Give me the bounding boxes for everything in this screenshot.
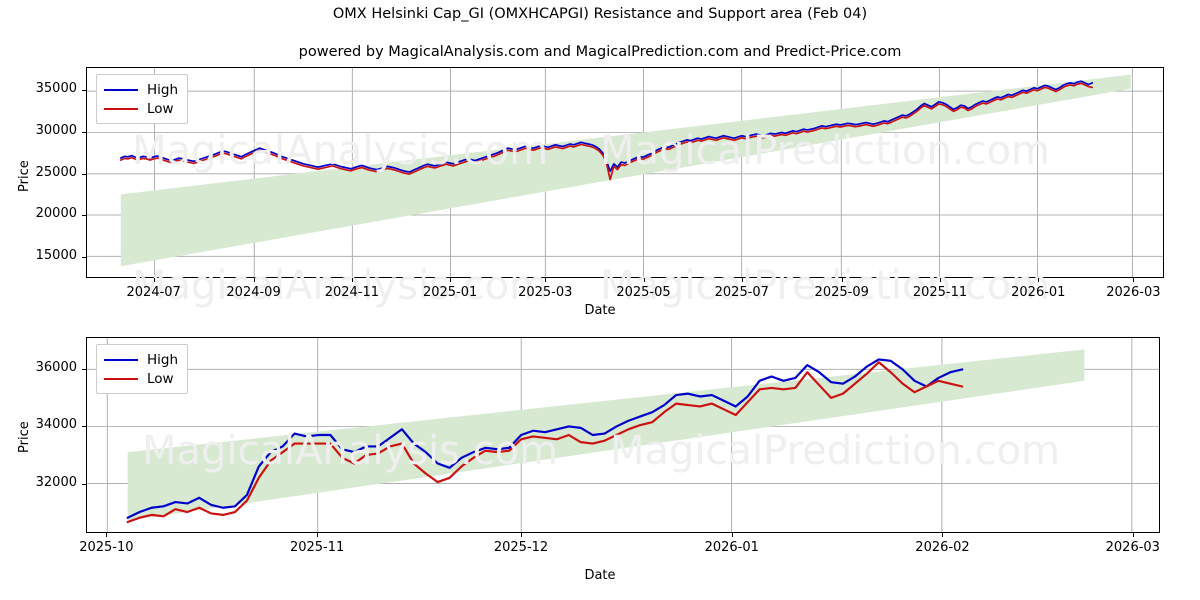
legend-swatch-high-icon	[104, 358, 138, 361]
x-tick-label: 2026-01	[1011, 285, 1066, 300]
y-tick-label: 36000	[35, 359, 77, 375]
x-tick-mark	[450, 278, 452, 282]
y-tick-label: 20000	[35, 206, 77, 222]
x-tick-label: 2026-02	[915, 540, 970, 555]
x-axis-label-detail: Date	[584, 568, 616, 583]
x-tick-mark	[1133, 278, 1135, 282]
overview-plot	[87, 68, 1163, 277]
x-tick-label: 2025-03	[518, 285, 573, 300]
page-title: OMX Helsinki Cap_GI (OMXHCAPGI) Resistan…	[332, 6, 868, 22]
x-tick-label: 2026-03	[1105, 540, 1160, 555]
page-subtitle: powered by MagicalAnalysis.com and Magic…	[298, 44, 902, 60]
y-tick-mark	[82, 257, 86, 259]
x-tick-mark	[643, 278, 645, 282]
legend-label-high: High	[147, 81, 179, 98]
legend-swatch-low-icon	[104, 377, 138, 380]
legend-label-low: Low	[147, 370, 174, 387]
detail-plot	[87, 338, 1159, 532]
x-tick-mark	[106, 533, 108, 537]
support-resistance-band	[127, 349, 1085, 521]
x-tick-mark	[1132, 533, 1134, 537]
x-tick-label: 2024-07	[126, 285, 181, 300]
legend-item-high: High	[104, 350, 178, 369]
x-tick-label: 2025-01	[422, 285, 478, 300]
y-tick-label: 34000	[35, 417, 77, 433]
x-tick-label: 2026-03	[1106, 285, 1161, 300]
y-tick-mark	[82, 368, 86, 370]
y-tick-label: 32000	[35, 475, 77, 490]
legend-overview: High Low	[96, 74, 189, 124]
x-tick-mark	[1038, 278, 1040, 282]
x-tick-mark	[521, 533, 523, 537]
series-line-low	[126, 361, 964, 524]
y-tick-mark	[82, 484, 86, 485]
x-tick-mark	[731, 533, 733, 537]
legend-detail: High Low	[96, 344, 189, 394]
x-tick-label: 2025-12	[493, 540, 549, 555]
legend-label-low: Low	[147, 100, 174, 117]
x-tick-label: 2025-07	[714, 285, 769, 300]
series-line-low	[119, 82, 1094, 181]
x-tick-label: 2024-11	[324, 285, 380, 300]
x-tick-label: 2026-01	[704, 540, 759, 555]
legend-item-high: High	[104, 80, 178, 99]
x-axis-label-overview: Date	[584, 303, 616, 318]
x-tick-label: 2025-10	[79, 540, 134, 555]
y-tick-mark	[82, 426, 86, 428]
chart-panel-overview	[86, 67, 1164, 278]
legend-item-low: Low	[104, 369, 178, 388]
y-tick-mark	[82, 132, 86, 134]
legend-swatch-low-icon	[104, 107, 138, 110]
x-tick-mark	[545, 278, 547, 282]
x-tick-label: 2025-05	[616, 285, 671, 300]
legend-item-low: Low	[104, 99, 178, 118]
y-tick-label: 35000	[35, 81, 77, 97]
series-line-high	[126, 358, 964, 519]
y-tick-mark	[82, 215, 86, 217]
x-tick-mark	[153, 278, 155, 282]
x-tick-label: 2025-11	[912, 285, 968, 300]
x-tick-label: 2024-09	[226, 285, 281, 300]
x-tick-mark	[317, 533, 319, 537]
x-tick-mark	[253, 278, 255, 282]
legend-swatch-high-icon	[104, 88, 138, 91]
x-tick-mark	[841, 278, 843, 282]
y-tick-label: 30000	[35, 123, 77, 139]
y-tick-label: 15000	[35, 248, 77, 264]
x-tick-mark	[351, 278, 353, 282]
x-tick-mark	[741, 278, 743, 282]
x-tick-label: 2025-09	[814, 285, 869, 300]
x-tick-label: 2025-11	[289, 540, 345, 555]
y-tick-mark	[82, 90, 86, 92]
y-tick-label: 25000	[35, 164, 77, 180]
legend-label-high: High	[147, 351, 179, 368]
y-tick-mark	[82, 173, 86, 175]
chart-panel-detail	[86, 337, 1160, 533]
x-tick-mark	[940, 278, 942, 282]
x-tick-mark	[942, 533, 944, 537]
